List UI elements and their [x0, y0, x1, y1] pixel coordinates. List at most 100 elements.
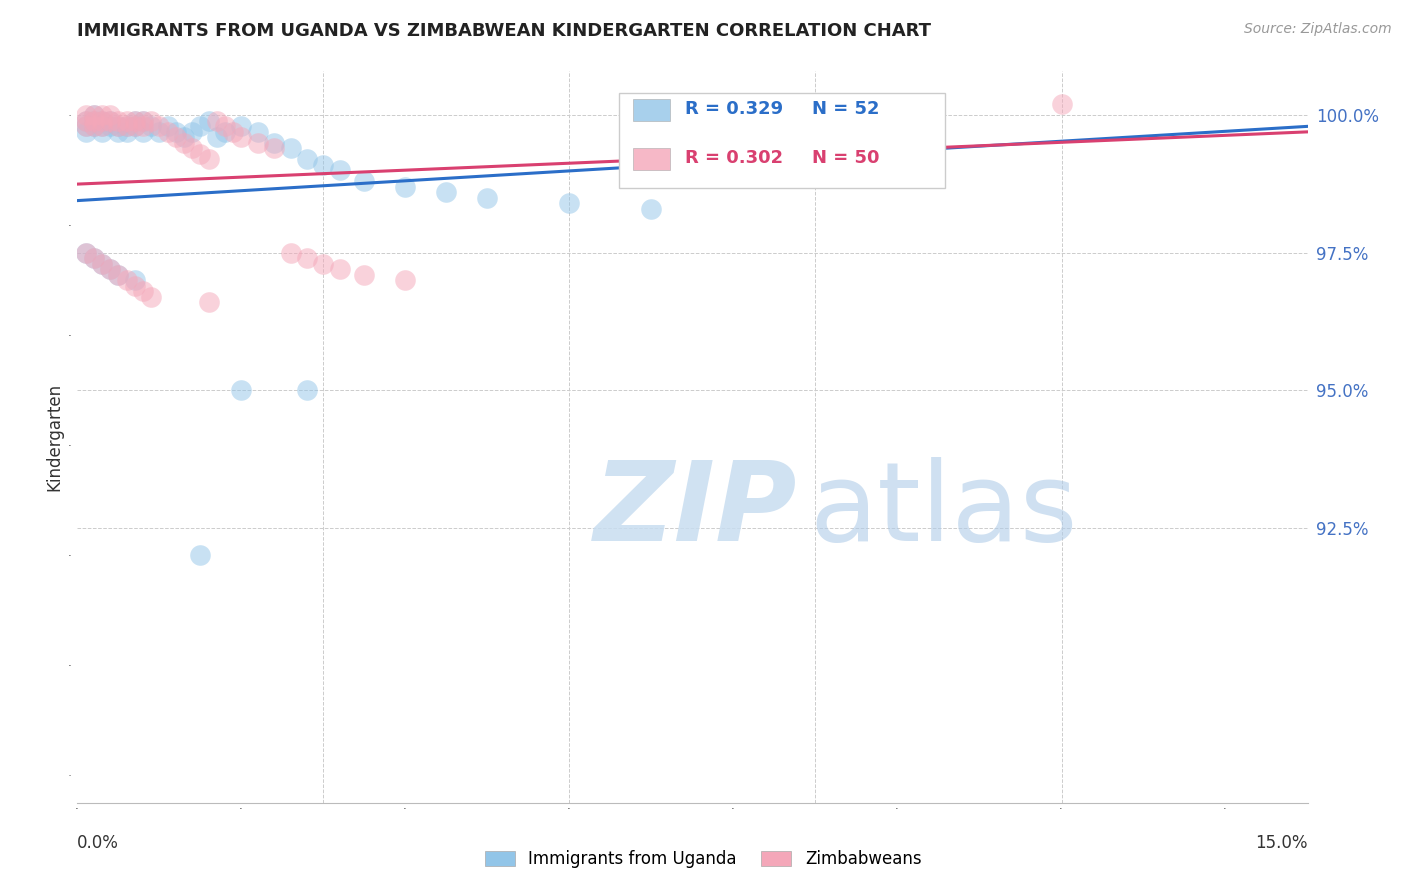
Point — [75, 113, 97, 128]
Bar — [634, 148, 671, 170]
Point — [394, 179, 416, 194]
Point — [640, 202, 662, 216]
Point — [173, 136, 195, 150]
Point — [83, 108, 105, 122]
Point — [173, 130, 195, 145]
Point — [231, 384, 253, 398]
Text: Source: ZipAtlas.com: Source: ZipAtlas.com — [1244, 22, 1392, 37]
Point — [197, 295, 219, 310]
Point — [263, 141, 285, 155]
Point — [141, 113, 163, 128]
Point — [295, 384, 318, 398]
Point — [107, 268, 129, 282]
Point — [188, 120, 212, 134]
Point — [124, 120, 146, 134]
Point — [231, 130, 253, 145]
Point — [75, 245, 97, 260]
Point — [132, 113, 155, 128]
Point — [394, 273, 416, 287]
Point — [115, 113, 138, 128]
Point — [132, 120, 155, 134]
Bar — [634, 99, 671, 121]
Text: N = 50: N = 50 — [811, 149, 879, 167]
Point — [115, 120, 138, 134]
Point — [329, 262, 352, 277]
Text: ZIP: ZIP — [595, 457, 797, 564]
Point — [886, 97, 908, 112]
Point — [280, 245, 302, 260]
Point — [148, 125, 170, 139]
Point — [263, 136, 285, 150]
Text: IMMIGRANTS FROM UGANDA VS ZIMBABWEAN KINDERGARTEN CORRELATION CHART: IMMIGRANTS FROM UGANDA VS ZIMBABWEAN KIN… — [77, 22, 931, 40]
Point — [98, 262, 121, 277]
Point — [83, 113, 105, 128]
Point — [98, 262, 121, 277]
Point — [75, 120, 97, 134]
Point — [165, 125, 187, 139]
Point — [107, 125, 129, 139]
Point — [90, 120, 114, 134]
Point — [156, 125, 179, 139]
Point — [329, 163, 352, 178]
Point — [214, 125, 236, 139]
Text: R = 0.329: R = 0.329 — [685, 101, 783, 119]
Y-axis label: Kindergarten: Kindergarten — [46, 383, 63, 491]
Point — [132, 285, 155, 299]
Point — [1050, 97, 1073, 112]
Point — [312, 158, 335, 172]
Point — [246, 136, 269, 150]
Point — [205, 130, 228, 145]
Point — [90, 257, 114, 271]
Point — [83, 108, 105, 122]
Text: N = 52: N = 52 — [811, 101, 879, 119]
Text: 0.0%: 0.0% — [77, 834, 120, 852]
Point — [90, 120, 114, 134]
Text: 15.0%: 15.0% — [1256, 834, 1308, 852]
Point — [90, 257, 114, 271]
Point — [83, 113, 105, 128]
Point — [124, 120, 146, 134]
Point — [436, 186, 458, 200]
Point — [107, 120, 129, 134]
Text: R = 0.302: R = 0.302 — [685, 149, 783, 167]
Point — [75, 113, 97, 128]
Point — [75, 125, 97, 139]
Point — [231, 120, 253, 134]
Point — [132, 125, 155, 139]
Point — [353, 268, 375, 282]
Point — [90, 113, 114, 128]
Point — [477, 191, 499, 205]
Point — [75, 108, 97, 122]
Point — [280, 141, 302, 155]
Point — [181, 141, 204, 155]
Point — [115, 125, 138, 139]
Point — [246, 125, 269, 139]
Point — [188, 549, 212, 563]
Point — [188, 146, 212, 161]
Point — [107, 113, 129, 128]
Text: atlas: atlas — [810, 457, 1078, 564]
Point — [115, 120, 138, 134]
Point — [98, 113, 121, 128]
Point — [90, 125, 114, 139]
Point — [83, 120, 105, 134]
Point — [98, 113, 121, 128]
Point — [124, 273, 146, 287]
Point — [141, 120, 163, 134]
Point — [75, 245, 97, 260]
Point — [124, 113, 146, 128]
Point — [312, 257, 335, 271]
Point — [83, 252, 105, 266]
Point — [353, 174, 375, 188]
Point — [83, 252, 105, 266]
Point — [165, 130, 187, 145]
Point — [205, 113, 228, 128]
Point — [141, 290, 163, 304]
Legend: Immigrants from Uganda, Zimbabweans: Immigrants from Uganda, Zimbabweans — [478, 844, 928, 875]
Point — [181, 125, 204, 139]
Point — [115, 273, 138, 287]
Point — [156, 120, 179, 134]
Point — [107, 268, 129, 282]
Point — [75, 120, 97, 134]
Point — [197, 113, 219, 128]
